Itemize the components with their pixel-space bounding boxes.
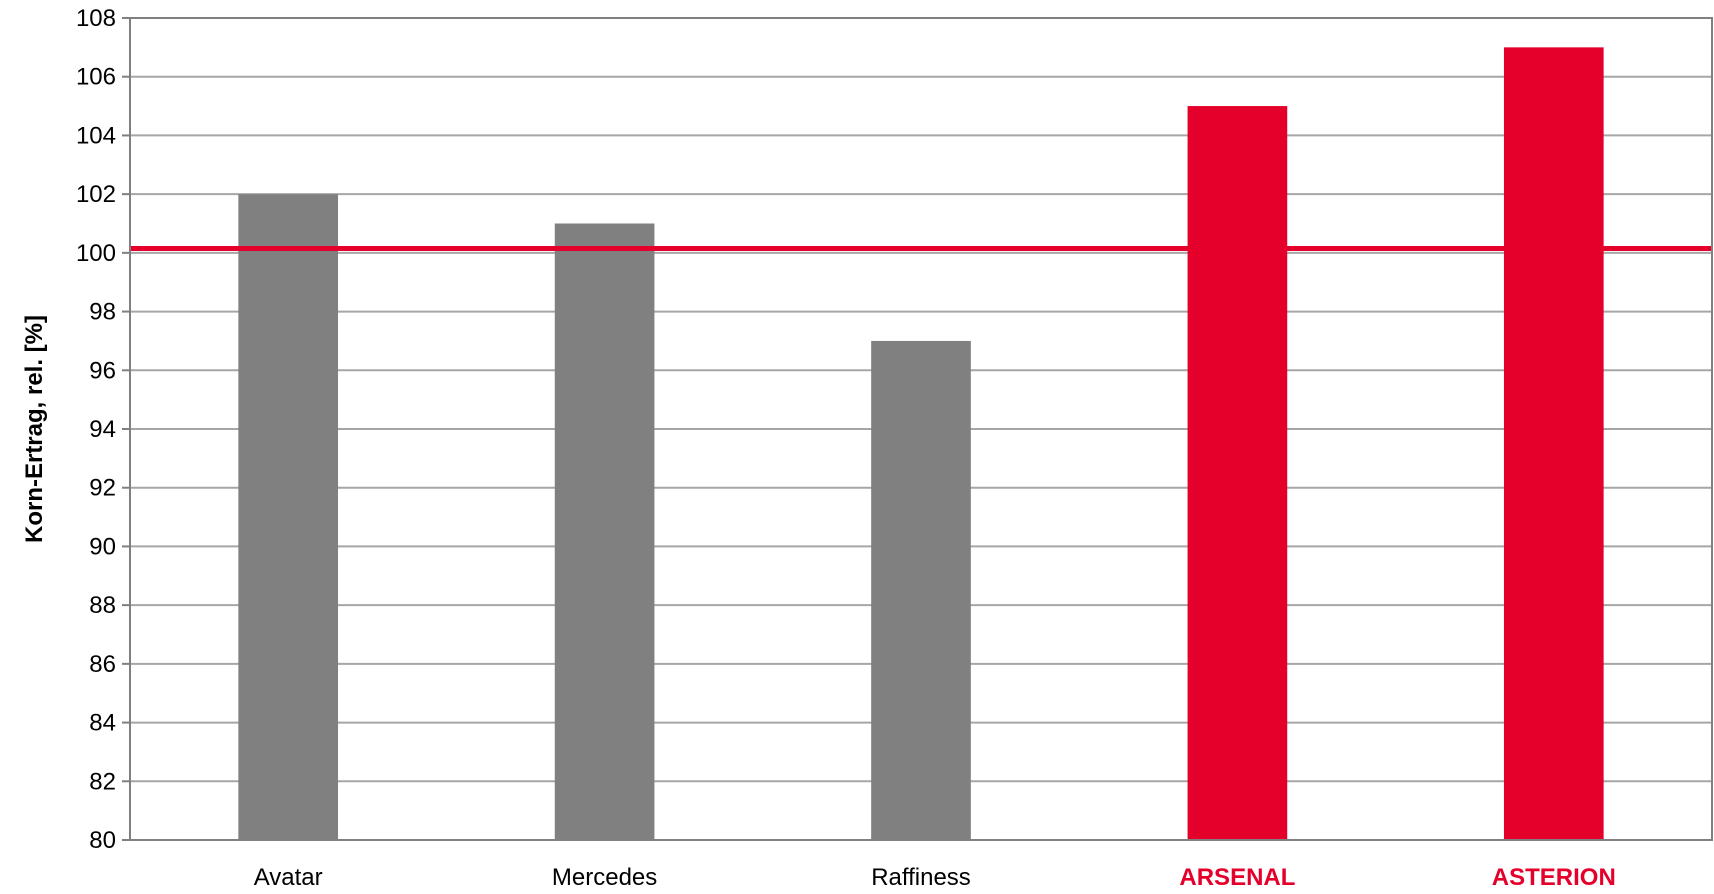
x-tick-label: Raffiness <box>871 864 971 891</box>
y-tick-label: 88 <box>89 592 116 619</box>
y-tick-label: 96 <box>89 357 116 384</box>
y-tick-label: 86 <box>89 651 116 678</box>
y-tick-label: 90 <box>89 533 116 560</box>
y-tick-labels: 80 82 84 86 88 90 92 94 96 98 100 102 104 106 108 <box>76 5 116 854</box>
plot-border <box>129 17 1713 841</box>
y-tick-label: 84 <box>89 710 116 737</box>
x-tick-label: Mercedes <box>552 864 657 891</box>
x-tick-labels: Avatar Mercedes Raffiness ARSENAL ASTERION <box>254 864 1616 891</box>
y-tick-label: 80 <box>89 827 116 854</box>
bar-arsenal <box>1187 106 1288 841</box>
y-tick-label: 92 <box>89 475 116 502</box>
x-tick-label: ASTERION <box>1492 864 1616 891</box>
x-tick-label: ARSENAL <box>1179 864 1295 891</box>
y-tick-label: 108 <box>76 5 116 32</box>
y-tick-label: 82 <box>89 768 116 795</box>
axes <box>122 17 1713 841</box>
y-tick-label: 106 <box>76 64 116 91</box>
y-tick-label: 98 <box>89 299 116 326</box>
y-tick-label: 100 <box>76 240 116 267</box>
y-tick-label: 102 <box>76 181 116 208</box>
bar-asterion <box>1503 47 1604 841</box>
bar-mercedes <box>554 223 655 840</box>
bar-avatar <box>238 194 339 841</box>
x-tick-label: Avatar <box>254 864 323 891</box>
y-axis-title: Korn-Ertrag, rel. [%] <box>21 315 48 543</box>
bar-raffiness <box>871 340 971 840</box>
y-tick-label: 94 <box>89 416 116 443</box>
bars <box>238 47 1604 841</box>
y-tick-label: 104 <box>76 122 116 149</box>
